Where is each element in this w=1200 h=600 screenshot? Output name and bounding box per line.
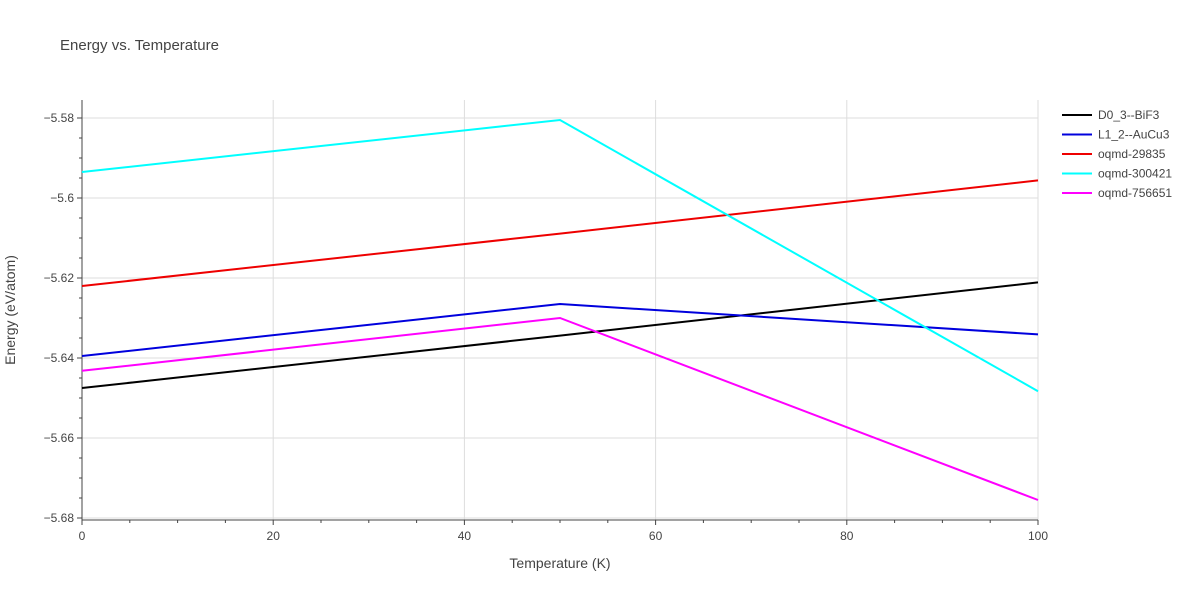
y-tick-label: −5.6 [50,191,74,205]
tick-labels: 0 20 40 60 80 100 −5.68 −5.66 −5.64 −5.62 −5.6 −5.5… [44,111,1049,543]
x-tick-label: 80 [840,529,854,543]
legend-label: D0_3--BiF3 [1098,108,1160,122]
x-tick-label: 100 [1028,529,1048,543]
series-line-L1_2--AuCu3[interactable] [81,302,1039,357]
x-tick-label: 40 [458,529,472,543]
legend-item[interactable]: oqmd-300421 [1062,167,1172,181]
legend-item[interactable]: L1_2--AuCu3 [1062,128,1170,142]
series-layer [81,118,1039,501]
x-tick-label: 0 [79,529,86,543]
legend-item[interactable]: D0_3--BiF3 [1062,108,1160,122]
series-line-oqmd-756651[interactable] [81,316,1039,501]
legend[interactable]: D0_3--BiF3 L1_2--AuCu3 oqmd-29835 oqmd-3004… [1062,108,1172,200]
y-tick-label: −5.66 [44,431,75,445]
y-tick-label: −5.64 [44,351,75,365]
y-tick-label: −5.58 [44,111,75,125]
x-tick-label: 20 [267,529,281,543]
axes [77,100,1039,525]
chart-title: Energy vs. Temperature [60,37,219,54]
legend-label: oqmd-300421 [1098,167,1172,181]
legend-item[interactable]: oqmd-756651 [1062,186,1172,200]
y-axis-title: Energy (eV/atom) [2,255,18,365]
series-line-oqmd-300421[interactable] [81,118,1039,393]
x-tick-label: 60 [649,529,663,543]
y-tick-label: −5.68 [44,511,75,525]
series-line-oqmd-29835[interactable] [81,179,1039,287]
x-axis-title: Temperature (K) [509,555,610,571]
series-line-D0_3--BiF3[interactable] [81,281,1039,389]
legend-label: oqmd-29835 [1098,147,1166,161]
legend-label: L1_2--AuCu3 [1098,128,1170,142]
legend-label: oqmd-756651 [1098,186,1172,200]
y-tick-label: −5.62 [44,271,75,285]
legend-item[interactable]: oqmd-29835 [1062,147,1166,161]
